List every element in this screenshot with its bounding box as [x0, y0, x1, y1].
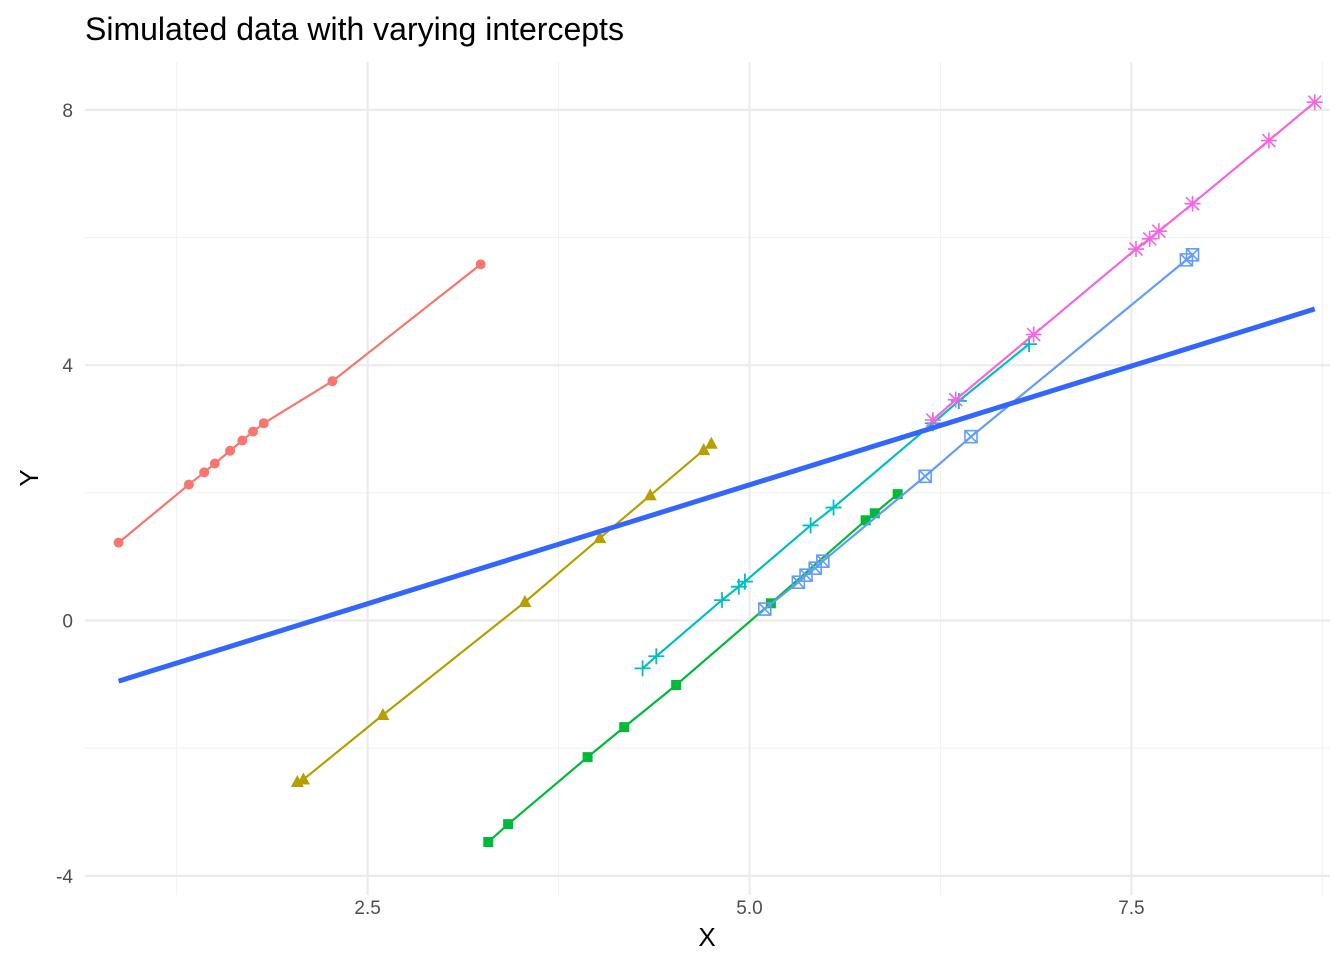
x-tick-label: 7.5	[1118, 898, 1144, 919]
series-group	[483, 489, 903, 848]
data-point	[799, 568, 813, 583]
y-axis-title: Y	[14, 469, 44, 486]
data-point	[518, 595, 532, 608]
series-group	[757, 247, 1200, 616]
data-point	[634, 660, 651, 677]
data-point	[483, 837, 494, 848]
data-point	[209, 458, 220, 469]
data-point	[802, 517, 819, 534]
data-point	[582, 752, 593, 763]
data-point	[225, 445, 236, 456]
y-tick-label: 0	[62, 612, 73, 633]
chart-title: Simulated data with varying intercepts	[85, 11, 624, 47]
data-point	[248, 426, 259, 437]
data-point	[619, 722, 630, 733]
data-point	[258, 418, 269, 429]
y-tick-label: 8	[62, 101, 73, 122]
data-point	[757, 602, 772, 616]
data-point	[860, 515, 871, 526]
grid	[85, 62, 1330, 895]
data-point	[816, 554, 830, 568]
x-tick-label: 2.5	[354, 898, 380, 919]
data-point	[1306, 94, 1323, 111]
data-point	[1184, 195, 1201, 212]
data-point	[113, 537, 124, 548]
fit-line	[117, 306, 1316, 684]
fit-line-layer	[117, 306, 1316, 684]
data-point	[237, 435, 248, 446]
series-line	[296, 442, 713, 784]
series-group	[290, 436, 718, 788]
data-point	[296, 772, 310, 785]
y-tick-label: 4	[62, 356, 73, 377]
data-point	[199, 467, 210, 478]
data-point	[327, 376, 338, 387]
axis-ticks: 2.5 5.0 7.5 -4 0 4 8	[56, 101, 1145, 919]
data-point	[1150, 223, 1167, 240]
series-line	[117, 263, 482, 544]
series-group	[113, 259, 486, 548]
data-point	[714, 592, 731, 609]
data-point	[1025, 326, 1042, 343]
series-line	[641, 343, 1030, 670]
series-line	[932, 101, 1316, 421]
data-point	[183, 479, 194, 490]
x-tick-label: 5.0	[736, 898, 762, 919]
data-point	[964, 429, 978, 444]
data-point	[593, 531, 607, 544]
data-point	[648, 648, 665, 665]
data-point	[892, 489, 903, 500]
data-point	[736, 573, 753, 590]
data-point	[918, 469, 932, 484]
series-group	[634, 336, 1038, 677]
y-tick-label: -4	[56, 867, 73, 888]
data-point	[704, 436, 718, 449]
data-point	[947, 391, 964, 408]
data-point	[643, 488, 657, 501]
data-point	[1185, 247, 1200, 262]
series-layer	[113, 94, 1323, 848]
data-point	[924, 412, 941, 429]
x-axis-title: X	[698, 922, 715, 952]
data-point	[671, 679, 682, 690]
data-point	[475, 259, 486, 270]
data-point	[697, 443, 711, 456]
series-group	[924, 94, 1323, 429]
data-point	[503, 819, 514, 830]
data-point	[1260, 132, 1277, 149]
data-point	[869, 508, 880, 519]
data-point	[825, 499, 842, 516]
data-point	[1141, 230, 1158, 247]
data-point	[1127, 241, 1144, 258]
data-point	[376, 707, 390, 720]
